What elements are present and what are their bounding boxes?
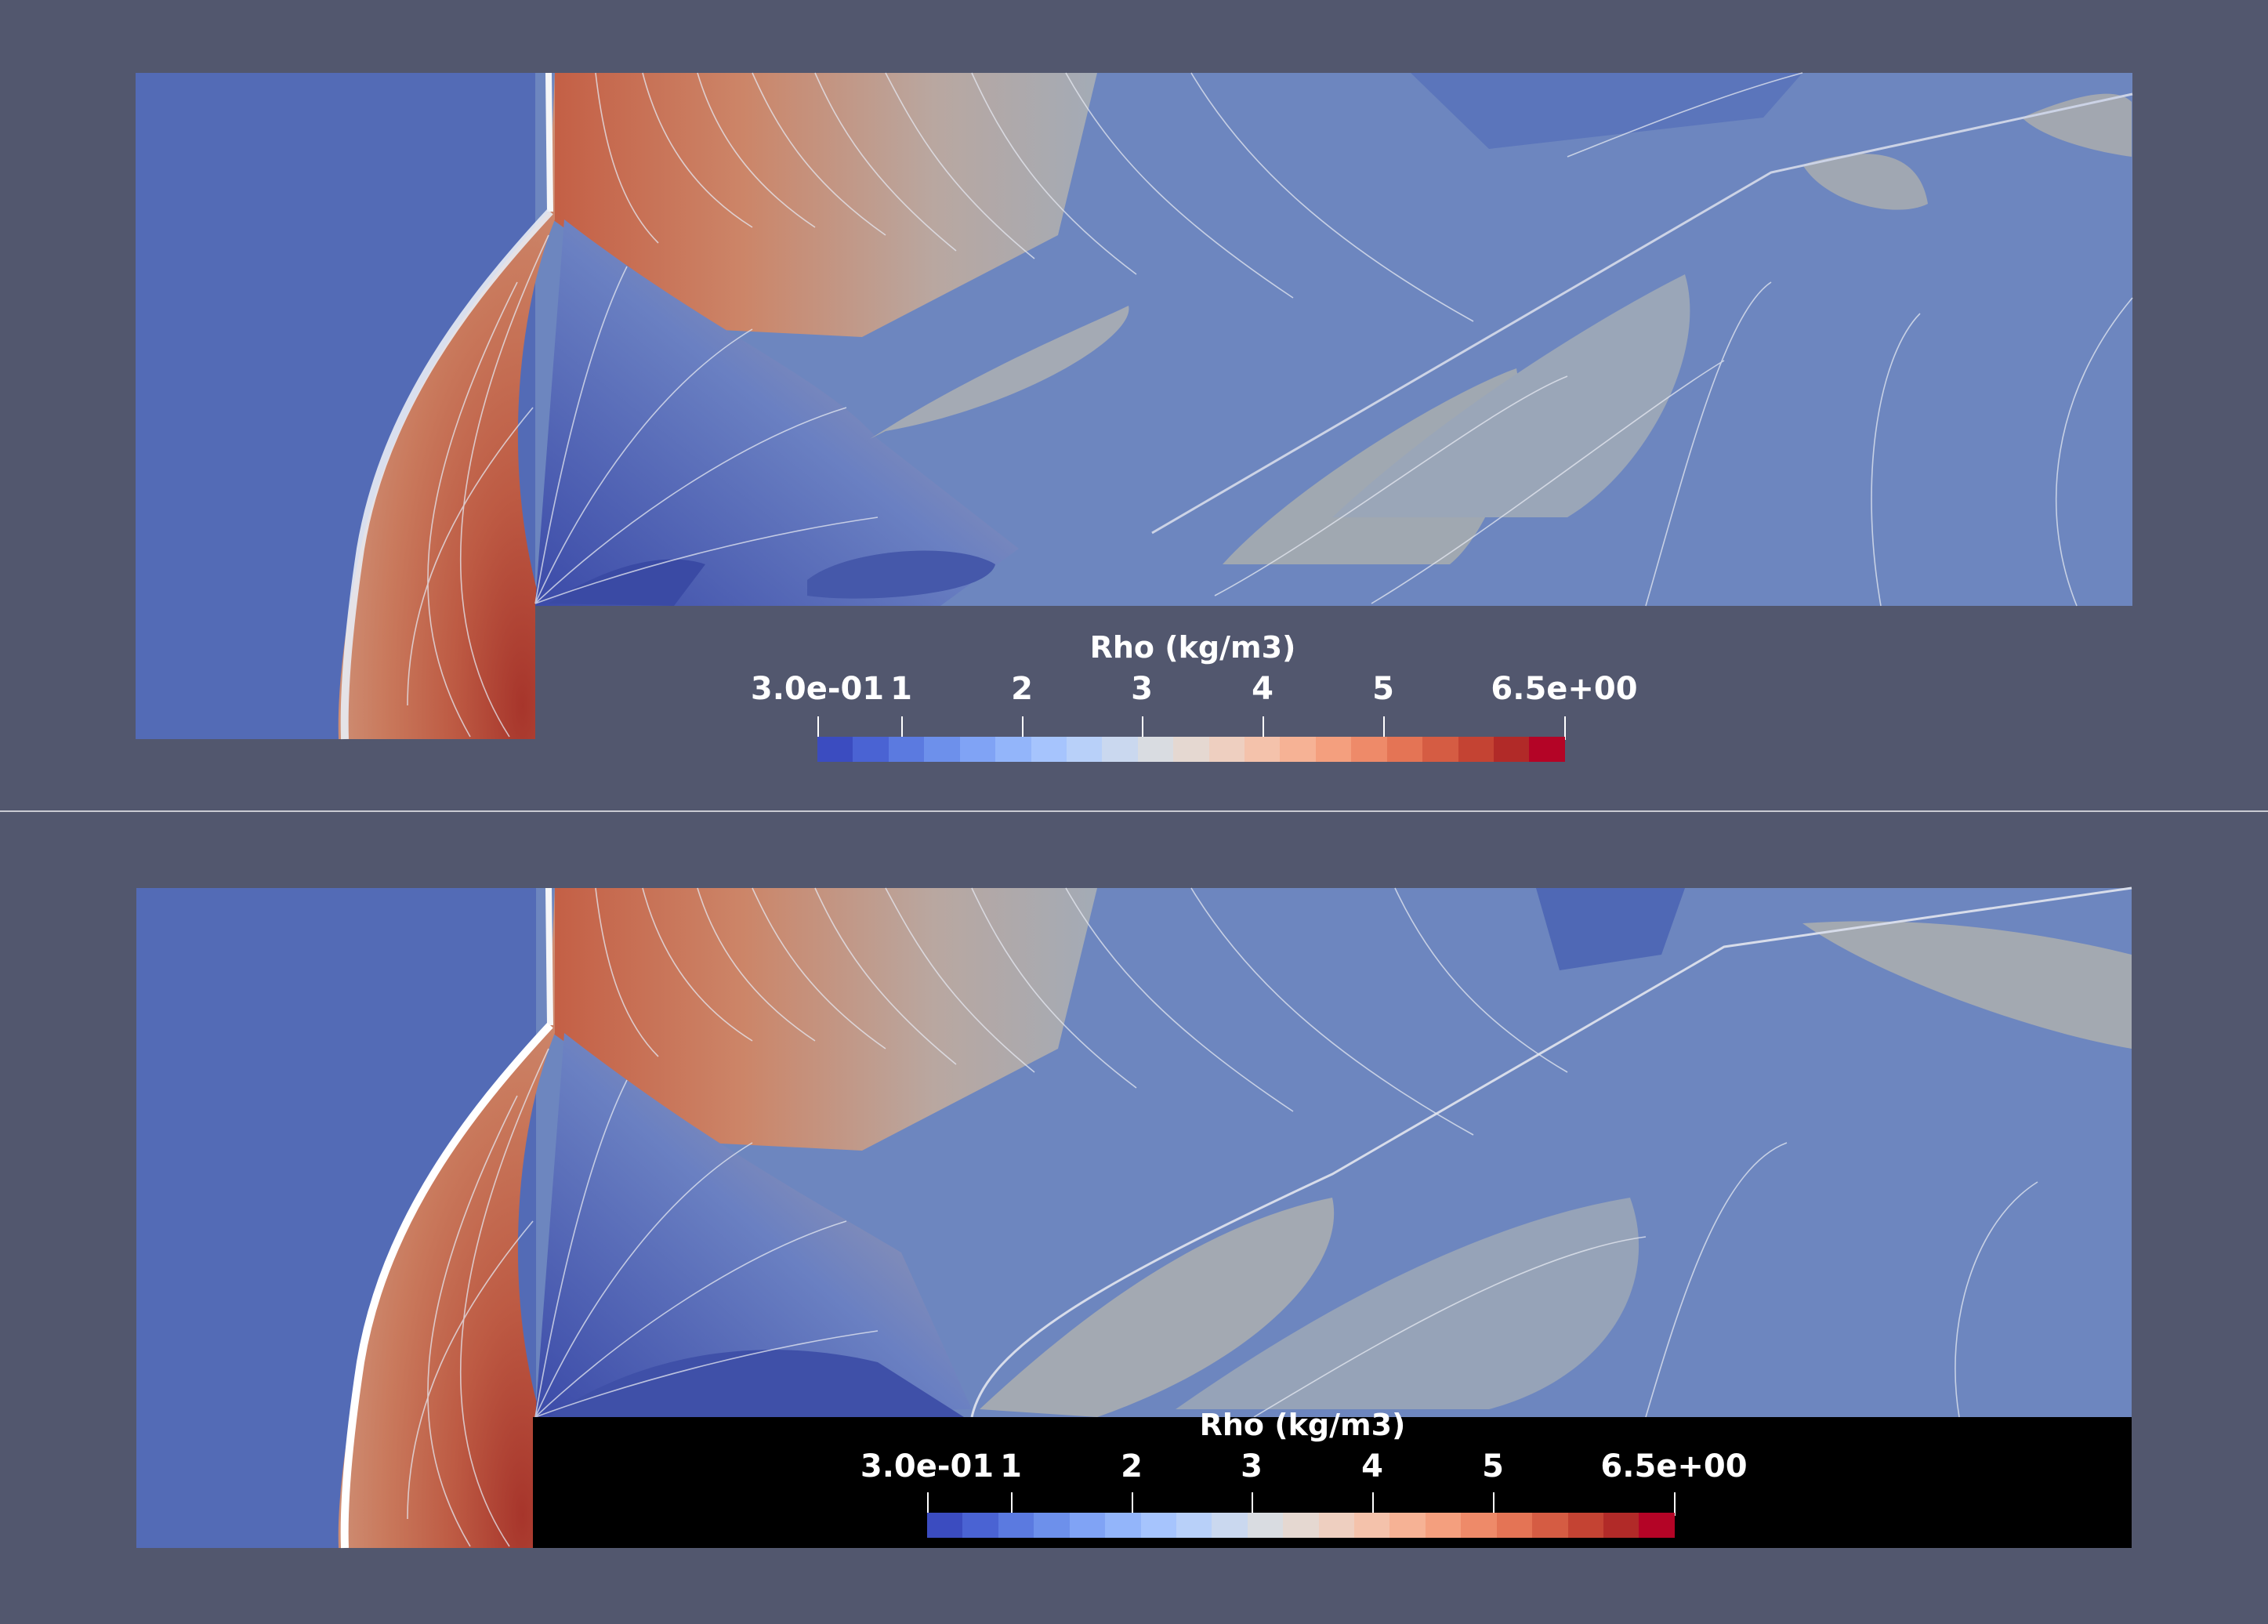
colorbar-swatch <box>927 1513 963 1538</box>
colorbar-swatch <box>1318 1513 1355 1538</box>
colorbar-tick <box>1674 1492 1676 1516</box>
colorbar-tick <box>901 716 903 740</box>
render-view-top[interactable]: Rho (kg/m3) 3.0e-01 1 2 3 4 5 6.5e+00 <box>0 0 2268 810</box>
colorbar-tick-label: 5 <box>1372 671 1394 707</box>
colorbar-tick-label: 2 <box>1011 671 1033 707</box>
colorbar-swatch <box>1351 737 1387 762</box>
colorbar-tick <box>1132 1492 1133 1516</box>
colorbar-tick <box>1372 1492 1374 1516</box>
colorbar-swatch <box>1315 737 1352 762</box>
colorbar-tick <box>1142 716 1143 740</box>
colorbar-tick-label: 5 <box>1482 1448 1504 1484</box>
colorbar-swatch <box>1173 737 1209 762</box>
colorbar-scale <box>817 737 1565 762</box>
colorbar-swatch <box>1137 737 1174 762</box>
colorbar-tick-label: 4 <box>1361 1448 1383 1484</box>
colorbar-tick <box>817 716 819 740</box>
colorbar-tick-label: 6.5e+00 <box>1600 1448 1748 1484</box>
colorbar-swatch <box>853 737 889 762</box>
colorbar-swatch <box>1245 737 1281 762</box>
colorbar-swatch <box>1567 1513 1604 1538</box>
colorbar-tick-label: 1 <box>1000 1448 1022 1484</box>
colorbar-swatch <box>1247 1513 1284 1538</box>
colorbar-swatch <box>1494 737 1530 762</box>
colorbar-tick <box>927 1492 929 1516</box>
colorbar-swatch <box>1422 737 1458 762</box>
colorbar-swatch <box>1529 737 1565 762</box>
colorbar-tick-label: 1 <box>890 671 912 707</box>
colorbar-swatch <box>1639 1513 1675 1538</box>
colorbar-swatch <box>817 737 853 762</box>
colorbar-swatch <box>1354 1513 1390 1538</box>
colorbar-swatch <box>1386 737 1423 762</box>
colorbar-swatch <box>1069 1513 1106 1538</box>
view-splitter[interactable] <box>0 810 2268 815</box>
colorbar-swatch <box>1458 737 1494 762</box>
colorbar-swatch <box>1140 1513 1176 1538</box>
colorbar-swatch <box>959 737 996 762</box>
colorbar-title: Rho (kg/m3) <box>1089 630 1296 665</box>
colorbar-swatch <box>1389 1513 1426 1538</box>
colorbar-swatch <box>998 1513 1034 1538</box>
colorbar-tick <box>1263 716 1264 740</box>
colorbar-tick-label: 3.0e-01 <box>860 1448 995 1484</box>
colorbar-tick <box>1383 716 1385 740</box>
colorbar-swatch <box>1102 737 1138 762</box>
colorbar-swatch <box>1031 737 1067 762</box>
colorbar-swatch <box>924 737 960 762</box>
colorbar-swatch <box>1066 737 1103 762</box>
density-field-top <box>136 72 2133 740</box>
colorbar-tick-label: 6.5e+00 <box>1491 671 1638 707</box>
colorbar-tick <box>1252 1492 1253 1516</box>
colorbar-tick-label: 2 <box>1121 1448 1143 1484</box>
colorbar-swatch <box>1461 1513 1497 1538</box>
render-view-bottom[interactable]: Rho (kg/m3) 3.0e-01 1 2 3 4 5 6.5e+00 <box>0 814 2268 1624</box>
colorbar-swatch <box>962 1513 998 1538</box>
colorbar-swatch <box>1034 1513 1070 1538</box>
colorbar-swatch <box>1425 1513 1462 1538</box>
colorbar-tick <box>1564 716 1566 740</box>
colorbar-swatch <box>1176 1513 1212 1538</box>
colorbar-tick <box>1493 1492 1494 1516</box>
colorbar-tick-label: 3 <box>1241 1448 1263 1484</box>
colorbar-tick-label: 3 <box>1131 671 1153 707</box>
colorbar-title: Rho (kg/m3) <box>1199 1408 1406 1442</box>
colorbar-swatch <box>1496 1513 1533 1538</box>
colorbar-swatch <box>1280 737 1316 762</box>
colorbar-swatch <box>888 737 925 762</box>
colorbar-swatch <box>1212 1513 1248 1538</box>
colorbar-tick-label: 3.0e-01 <box>750 671 885 707</box>
colorbar-swatch <box>1105 1513 1141 1538</box>
colorbar-swatch <box>995 737 1031 762</box>
colorbar-swatch <box>1208 737 1245 762</box>
colorbar-swatch <box>1603 1513 1639 1538</box>
colorbar-tick <box>1022 716 1023 740</box>
colorbar-tick-label: 4 <box>1252 671 1273 707</box>
colorbar-tick <box>1011 1492 1013 1516</box>
colorbar-swatch <box>1283 1513 1319 1538</box>
colorbar-swatch <box>1532 1513 1568 1538</box>
colorbar-scale <box>927 1513 1675 1538</box>
